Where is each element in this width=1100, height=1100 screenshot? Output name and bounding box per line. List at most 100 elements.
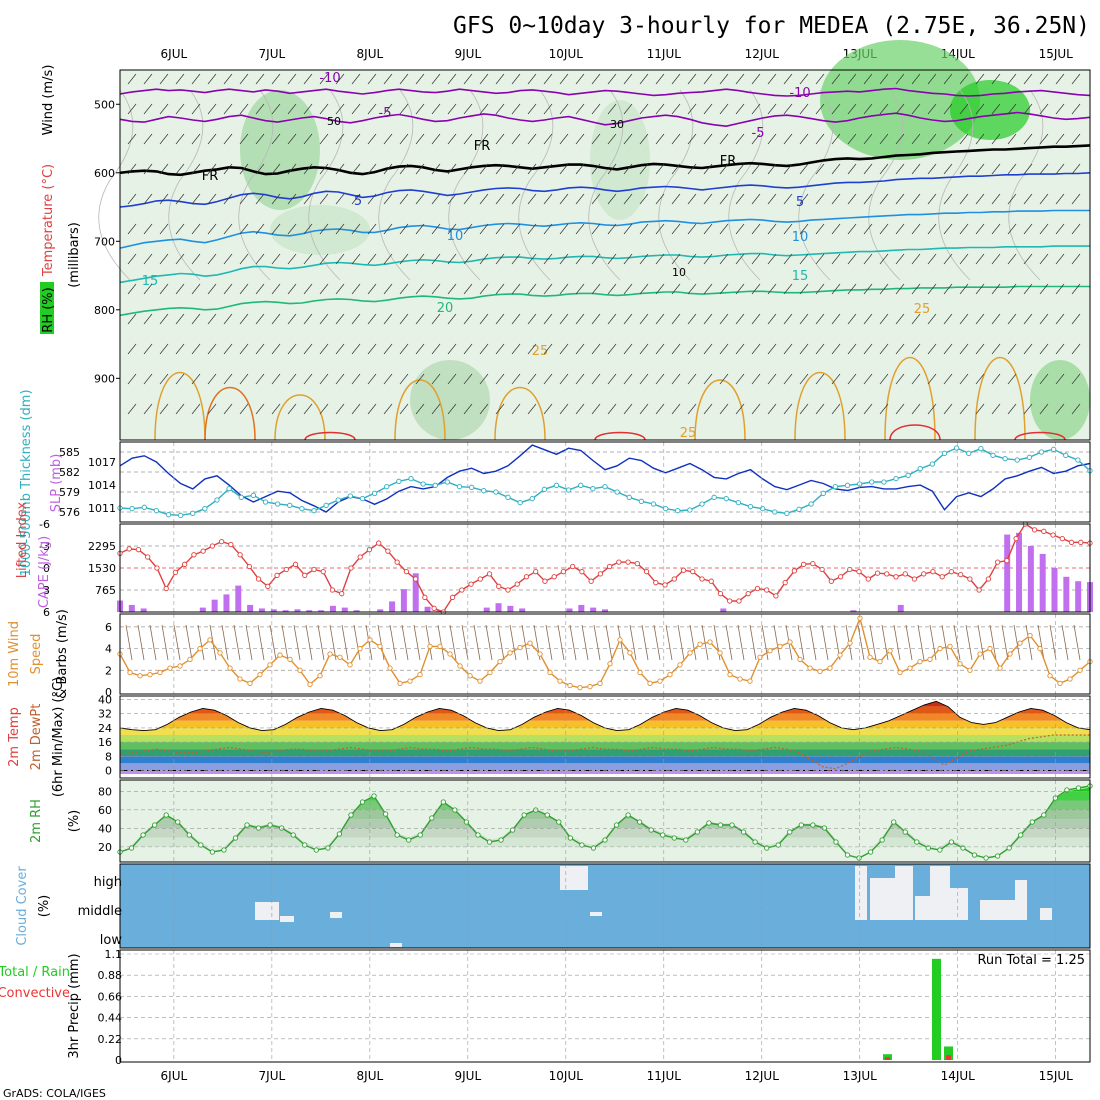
wind-barb	[927, 343, 937, 355]
rh-shading	[1030, 360, 1090, 440]
rh-tick: 20	[98, 841, 112, 854]
wind-barb	[719, 133, 729, 145]
wind-barb	[959, 373, 969, 385]
wind-barb	[527, 73, 537, 85]
wind-barb	[847, 403, 857, 415]
wind-speed-line-point	[167, 665, 173, 671]
wind-barb	[575, 133, 585, 145]
rh-line-point	[290, 832, 296, 838]
bottom-date-label: 6JUL	[161, 1069, 188, 1083]
lifted-index-line-point	[699, 576, 705, 582]
wind-barb	[591, 373, 601, 385]
wind-barb	[687, 103, 697, 115]
lifted-index-line-point	[200, 548, 206, 554]
wind-barb	[543, 373, 553, 385]
wind-barb	[815, 313, 825, 325]
thickness-line-point	[214, 497, 220, 503]
wind-barb	[175, 313, 185, 325]
wind-barb	[223, 163, 233, 175]
wind-barb	[175, 253, 185, 265]
wind-barb	[623, 223, 633, 235]
precip-panel	[119, 949, 1091, 1063]
wind-barb	[367, 223, 377, 235]
rh-line-point	[382, 811, 389, 817]
wind-barb	[687, 253, 697, 265]
cloud-plot: high middle low	[78, 864, 1090, 948]
thickness-line-point	[432, 482, 438, 488]
wind-barb	[1007, 313, 1017, 325]
isotherm-label: FR	[474, 139, 491, 154]
wind-barb	[735, 103, 745, 115]
wind-barb	[1055, 283, 1065, 295]
surface-wind-barb	[725, 624, 733, 661]
wind-barb	[735, 223, 745, 235]
wind-speed-line-point	[137, 673, 143, 679]
precip-tick: 1.1	[105, 948, 123, 961]
wind-barb	[191, 253, 201, 265]
wind-barb	[591, 163, 601, 175]
wind-barb	[591, 223, 601, 235]
temp-tick: 0	[105, 764, 112, 777]
wind-barb	[1039, 403, 1049, 415]
rh-contour	[588, 89, 624, 281]
wind-speed-line-point	[797, 656, 803, 663]
lifted-index-line-point	[496, 583, 502, 589]
wind-barb	[479, 343, 489, 355]
wind-barb	[463, 193, 473, 205]
rh-line-point	[625, 812, 631, 818]
wind-barb	[751, 313, 761, 325]
thickness-tick: 582	[59, 466, 80, 479]
wind-barb	[911, 103, 921, 115]
top-date-label: 10JUL	[549, 47, 584, 61]
wind-barb	[159, 253, 169, 265]
wind-barb	[1039, 283, 1049, 295]
wind-barb	[463, 253, 473, 265]
wind-barb	[943, 403, 953, 415]
thickness-line-point	[699, 501, 705, 507]
wind-barb	[175, 163, 185, 175]
surface-wind-barb	[1049, 624, 1057, 661]
temperature-label: Temperature (°C)	[41, 164, 56, 277]
wind-barb	[399, 373, 409, 385]
isotherm-label: 10	[447, 229, 464, 244]
temp-band	[120, 706, 1090, 714]
wind-barb	[495, 103, 505, 115]
thickness-line-point	[650, 501, 657, 507]
rh-label: RH (%)	[41, 287, 56, 332]
wind-barb	[239, 253, 249, 265]
wind-speed-line-point	[607, 661, 613, 667]
wind-barb	[607, 373, 617, 385]
wind-barb	[719, 103, 729, 115]
wind-barb	[1039, 223, 1049, 235]
lifted-index-line-point	[237, 552, 243, 558]
wind-barb	[1023, 73, 1033, 85]
wind-barb	[1071, 373, 1081, 385]
wind-panel	[119, 613, 1091, 695]
wind-barb	[495, 283, 505, 295]
wind-barb	[319, 253, 329, 265]
surface-wind-barb	[341, 624, 349, 661]
precip-legend-convective: Convective	[0, 986, 70, 1001]
wind-barb	[447, 283, 457, 295]
wind-barb	[383, 103, 393, 115]
wind-barb	[415, 373, 425, 385]
wind-barb	[703, 343, 713, 355]
lifted-index-line-point	[930, 569, 936, 575]
lifted-index-line-point	[218, 538, 225, 545]
wind-barb	[1023, 283, 1033, 295]
wind-speed-line-point	[287, 656, 293, 663]
wind-barb	[783, 313, 793, 325]
lifted-tick: 3	[43, 584, 50, 597]
rh-line-point	[175, 819, 181, 825]
lifted-tick: -3	[39, 540, 50, 553]
cape-bar	[1016, 532, 1023, 612]
wind-barb	[223, 103, 233, 115]
rh-line-point	[232, 835, 239, 841]
thickness-line-point	[299, 506, 305, 512]
wind-barb	[623, 163, 633, 175]
wind-barb	[895, 73, 905, 85]
surface-wind-barb	[1001, 624, 1009, 661]
precip-total-bar	[944, 1046, 953, 1060]
wind-barb	[495, 373, 505, 385]
wind-barb	[527, 103, 537, 115]
